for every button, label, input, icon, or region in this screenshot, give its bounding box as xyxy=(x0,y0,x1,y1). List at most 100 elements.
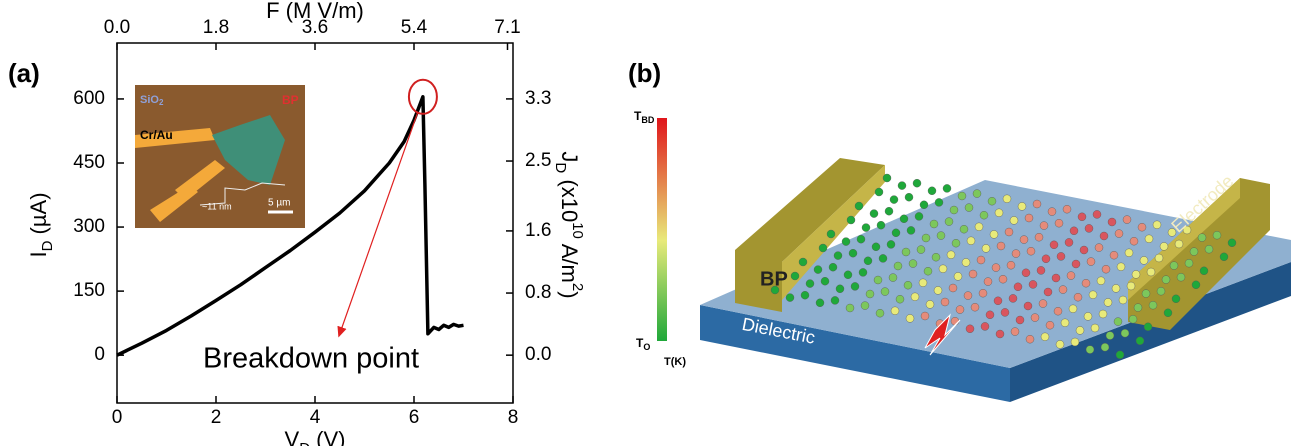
data-line xyxy=(116,95,464,357)
atom xyxy=(1099,231,1109,241)
atom xyxy=(950,317,960,326)
atom xyxy=(861,223,871,232)
x2-tick-label: 7.1 xyxy=(494,17,520,38)
atom xyxy=(959,224,969,234)
atom xyxy=(890,306,900,315)
atom xyxy=(916,245,926,254)
inset-label: Cr/Au xyxy=(140,128,173,142)
atom xyxy=(876,220,886,230)
atom xyxy=(1189,247,1199,256)
atom xyxy=(996,241,1006,251)
colorbar-label: T xyxy=(634,109,642,123)
x2-axis-label: F (M V/m) xyxy=(266,0,364,23)
atom xyxy=(972,189,982,198)
atom xyxy=(1122,215,1132,224)
atom xyxy=(1148,301,1158,310)
atom xyxy=(905,314,915,323)
atom xyxy=(1212,230,1222,240)
x-tick-label: 6 xyxy=(409,407,420,428)
atom xyxy=(1054,218,1064,228)
atom xyxy=(889,195,899,204)
y2-tick-label: 1.6 xyxy=(525,220,551,241)
atom xyxy=(884,206,894,216)
spark xyxy=(924,313,961,356)
atom xyxy=(981,244,991,253)
atom xyxy=(1101,265,1111,274)
atom xyxy=(1163,308,1173,317)
atom xyxy=(1083,312,1093,321)
atom xyxy=(1071,259,1081,269)
atom xyxy=(1062,204,1072,214)
atom xyxy=(1114,229,1124,238)
atom xyxy=(1026,246,1036,256)
atom xyxy=(994,208,1004,218)
device: BP Dielectric Electrode TBD TO T(K) xyxy=(634,109,1291,402)
atom xyxy=(897,181,907,190)
atom xyxy=(815,298,825,307)
atom xyxy=(886,240,896,249)
atom xyxy=(1152,220,1162,230)
atom xyxy=(899,214,909,224)
colorbar-label: O xyxy=(643,342,650,352)
atom xyxy=(987,196,997,206)
atom xyxy=(813,265,823,274)
atom xyxy=(940,297,950,307)
y2-axis-label: D xyxy=(552,162,569,173)
y-axis-label: D xyxy=(39,240,56,251)
atom xyxy=(1002,194,1012,204)
atom xyxy=(1199,266,1209,275)
atom xyxy=(1085,345,1095,354)
atom xyxy=(1191,280,1201,289)
y2-axis-label: ) xyxy=(557,291,582,298)
atom xyxy=(1039,221,1049,230)
atom xyxy=(1146,267,1156,277)
atom xyxy=(828,263,838,272)
atom xyxy=(1064,238,1074,247)
atom xyxy=(833,251,843,260)
x-tick-label: 2 xyxy=(211,407,222,428)
atom xyxy=(1066,271,1076,280)
atom xyxy=(880,287,890,296)
atom xyxy=(1128,315,1138,324)
breakdown-circle xyxy=(407,78,438,115)
atom xyxy=(1096,276,1106,285)
panel-label: (a) xyxy=(8,58,40,88)
atom xyxy=(1133,303,1143,312)
atom xyxy=(1161,275,1171,284)
x-tick-label: 4 xyxy=(310,407,321,428)
y-tick-label: 450 xyxy=(73,152,105,173)
y-tick-label: 150 xyxy=(73,280,105,301)
atom xyxy=(1204,244,1214,254)
atom xyxy=(1219,252,1229,261)
atom xyxy=(918,278,928,287)
y2-axis-label: 10 xyxy=(569,222,586,239)
atom xyxy=(964,203,974,212)
atom xyxy=(978,289,988,298)
atom xyxy=(1174,239,1184,249)
y-tick-label: 300 xyxy=(73,216,105,237)
dielectric-front xyxy=(700,305,1010,402)
y2-axis-label: A/m xyxy=(557,239,582,283)
atom xyxy=(1129,236,1139,246)
atom xyxy=(989,230,999,239)
atom xyxy=(949,205,959,215)
panel-label: (b) xyxy=(628,58,661,88)
atom xyxy=(1013,282,1023,291)
atom xyxy=(1184,259,1194,268)
atom xyxy=(1000,308,1010,317)
x2-tick-label: 0.0 xyxy=(104,17,130,38)
atom xyxy=(985,310,995,319)
atom xyxy=(965,324,975,333)
atom xyxy=(854,201,864,211)
atom xyxy=(1011,249,1021,258)
atom xyxy=(938,264,948,273)
atom xyxy=(1159,242,1169,251)
atom xyxy=(785,293,795,302)
atom xyxy=(1081,279,1091,288)
atom xyxy=(1141,289,1151,298)
y2-axis-label: 2 xyxy=(569,283,586,291)
atom xyxy=(980,322,990,331)
atom xyxy=(993,296,1003,305)
atom xyxy=(1075,326,1085,335)
